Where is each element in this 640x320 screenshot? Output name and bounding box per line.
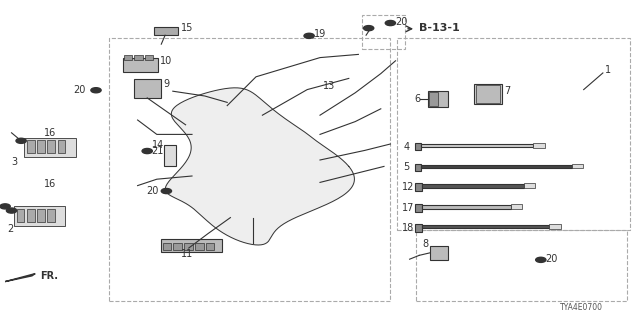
Bar <box>428 91 448 107</box>
Bar <box>164 145 176 166</box>
Text: 15: 15 <box>180 23 193 33</box>
Bar <box>422 225 549 228</box>
Bar <box>415 143 421 150</box>
Bar <box>37 140 45 153</box>
Text: 20: 20 <box>545 254 557 264</box>
Bar <box>134 55 143 60</box>
Text: TYA4E0700: TYA4E0700 <box>560 303 603 312</box>
Bar <box>533 143 545 148</box>
Bar <box>474 84 502 104</box>
Circle shape <box>6 208 17 213</box>
Circle shape <box>16 138 26 143</box>
Bar <box>421 165 572 168</box>
Bar <box>24 138 76 157</box>
Circle shape <box>536 257 546 262</box>
Bar <box>134 79 161 98</box>
Bar <box>549 224 561 229</box>
Bar <box>123 58 158 72</box>
Bar <box>415 204 422 212</box>
Bar <box>362 15 405 49</box>
Bar <box>511 204 522 209</box>
Bar <box>184 243 193 250</box>
Bar <box>17 209 24 222</box>
Bar <box>206 243 214 250</box>
Text: B-13-1: B-13-1 <box>419 23 460 33</box>
Circle shape <box>0 204 10 209</box>
Bar <box>415 164 421 171</box>
Circle shape <box>385 20 396 26</box>
Text: 8: 8 <box>422 239 429 249</box>
Bar <box>14 206 65 226</box>
Text: 16: 16 <box>44 128 56 138</box>
Circle shape <box>142 148 152 154</box>
Circle shape <box>91 88 101 93</box>
Text: 18: 18 <box>402 223 414 233</box>
Bar <box>415 224 422 232</box>
Text: 2: 2 <box>8 224 14 234</box>
Bar <box>430 246 448 260</box>
Bar <box>145 55 153 60</box>
Text: 20: 20 <box>74 85 86 95</box>
Text: 13: 13 <box>323 81 335 91</box>
Bar <box>47 209 55 222</box>
Text: 14: 14 <box>152 140 164 150</box>
Bar <box>416 230 627 301</box>
Bar <box>109 38 390 301</box>
Circle shape <box>364 26 374 31</box>
Bar <box>422 205 511 209</box>
Text: 9: 9 <box>163 79 170 89</box>
Text: FR.: FR. <box>40 271 58 281</box>
Bar <box>421 144 533 147</box>
Text: 19: 19 <box>314 28 326 39</box>
Bar <box>476 85 500 103</box>
Text: 20: 20 <box>395 17 407 27</box>
Text: 4: 4 <box>403 141 410 152</box>
Text: 10: 10 <box>160 56 172 67</box>
Text: 20: 20 <box>146 186 158 196</box>
Text: 5: 5 <box>403 162 410 172</box>
Circle shape <box>304 33 314 38</box>
Text: 7: 7 <box>504 86 511 96</box>
Text: 16: 16 <box>44 179 56 189</box>
Bar <box>572 164 583 168</box>
Bar <box>422 184 524 188</box>
Bar <box>124 55 132 60</box>
Bar <box>27 140 35 153</box>
Text: 21: 21 <box>152 146 164 156</box>
Bar <box>37 209 45 222</box>
Polygon shape <box>5 274 35 282</box>
Polygon shape <box>165 88 355 245</box>
Text: 17: 17 <box>402 203 414 213</box>
Bar <box>397 38 630 230</box>
Bar <box>27 209 35 222</box>
Bar <box>173 243 182 250</box>
Text: 11: 11 <box>180 249 193 259</box>
Text: 3: 3 <box>12 156 18 167</box>
Bar <box>195 243 204 250</box>
Circle shape <box>161 188 172 194</box>
Bar <box>47 140 55 153</box>
Bar <box>163 243 171 250</box>
Text: 12: 12 <box>402 182 414 192</box>
Bar <box>58 140 65 153</box>
Text: 1: 1 <box>605 65 611 76</box>
Text: 6: 6 <box>415 93 421 104</box>
Bar <box>415 183 422 191</box>
Bar <box>154 27 178 35</box>
Bar <box>161 239 222 252</box>
Bar <box>524 183 535 188</box>
Bar <box>429 92 438 106</box>
